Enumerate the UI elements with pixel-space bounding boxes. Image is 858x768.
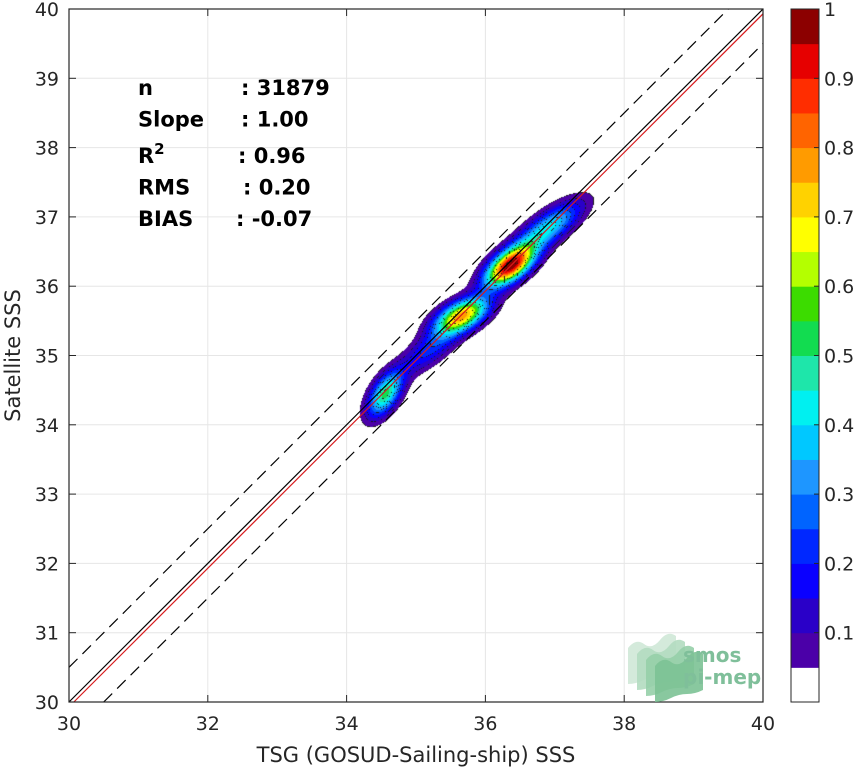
stat-value-1: : 1.00 [241, 108, 309, 132]
stat-label-1: Slope [138, 108, 204, 132]
stat-label-text-0: n [138, 76, 153, 100]
colorbar-segment-9 [791, 355, 819, 391]
colorbar-segment-7 [791, 424, 819, 460]
colorbar-segment-6 [791, 459, 819, 495]
y-tick-label-7: 37 [35, 207, 59, 229]
logo-wave-3 [655, 651, 703, 702]
y-tick-label-4: 34 [35, 415, 59, 437]
stat-label-text-4: BIAS [138, 207, 193, 231]
stat-label-0: n [138, 76, 153, 100]
y-tick-label-3: 33 [35, 484, 59, 506]
colorbar-segment-16 [791, 112, 819, 149]
stat-label-text-1: Slope [138, 108, 204, 132]
y-axis-ticks: 30 31 32 33 34 35 36 37 38 39 40 [35, 0, 763, 714]
colorbar-tick-label-7: 0.8 [824, 138, 854, 160]
stat-value-2: : 0.96 [238, 144, 306, 168]
colorbar-segment-0 [791, 667, 819, 703]
statistics-box: n : 31879 Slope : 1.00 R2 : 0.96 RMS : 0.20 BIAS… [138, 76, 330, 231]
colorbar-segment-5 [791, 494, 819, 530]
colorbar-tick-label-9: 1 [824, 0, 836, 21]
lower-bound-line [103, 43, 764, 703]
stat-label-2: R2 [138, 140, 165, 168]
stat-value-4: : -0.07 [236, 207, 312, 231]
y-tick-label-10: 40 [35, 0, 59, 21]
x-tick-label-1: 32 [196, 713, 220, 735]
y-tick-label-1: 31 [35, 623, 59, 645]
stat-label-text-3: RMS [138, 176, 190, 200]
x-tick-label-3: 36 [473, 713, 497, 735]
colorbar-segment-1 [791, 632, 819, 668]
y-tick-label-0: 30 [35, 692, 59, 714]
stat-label-text-2: R [138, 144, 154, 168]
colorbar-tick-label-8: 0.9 [824, 68, 854, 90]
y-tick-label-2: 32 [35, 553, 59, 575]
colorbar-segment-3 [791, 563, 819, 599]
logo-text-pi-mep: pi-mep [683, 665, 761, 689]
colorbar-segment-13 [791, 216, 819, 253]
colorbar-segment-11 [791, 286, 819, 322]
logo-wave-icon [628, 633, 703, 702]
colorbar-tick-label-0: 0.1 [824, 623, 854, 645]
colorbar-tick-label-6: 0.7 [824, 207, 854, 229]
stat-value-0: : 31879 [241, 76, 330, 100]
regression-line [73, 13, 764, 703]
colorbar-segment-12 [791, 251, 819, 287]
x-tick-label-0: 30 [57, 713, 81, 735]
smos-pi-mep-logo: smos pi-mep [628, 633, 761, 702]
x-axis-label: TSG (GOSUD-Sailing-ship) SSS [256, 743, 576, 767]
upper-bound-line [68, 8, 729, 668]
stat-label-superscript-2: 2 [154, 140, 164, 158]
colorbar-segment-2 [791, 598, 819, 634]
colorbar-segment-18 [791, 43, 819, 79]
x-tick-label-4: 38 [612, 713, 636, 735]
reference-lines [68, 8, 764, 703]
colorbar-segment-19 [791, 9, 819, 45]
identity-line [68, 8, 764, 703]
colorbar-tick-label-3: 0.4 [824, 415, 854, 437]
y-axis-label: Satellite SSS [1, 289, 25, 422]
colorbar-tick-label-1: 0.2 [824, 553, 854, 575]
x-axis-ticks: 30 32 34 36 38 40 [57, 9, 775, 735]
colorbar-tick-label-4: 0.5 [824, 346, 854, 368]
colorbar-tick-label-2: 0.3 [824, 484, 854, 506]
y-tick-label-8: 38 [35, 138, 59, 160]
colorbar-tick-label-5: 0.6 [824, 276, 854, 298]
colorbar-segment-10 [791, 320, 819, 356]
colorbar-segment-4 [791, 528, 819, 564]
logo-text-smos: smos [683, 643, 741, 667]
colorbar-segment-14 [791, 182, 819, 218]
stat-label-4: BIAS [138, 207, 193, 231]
x-tick-label-2: 34 [335, 713, 359, 735]
stat-label-3: RMS [138, 176, 190, 200]
y-tick-label-6: 36 [35, 276, 59, 298]
x-tick-label-5: 40 [751, 713, 775, 735]
y-tick-label-9: 39 [35, 68, 59, 90]
stat-value-3: : 0.20 [243, 176, 311, 200]
colorbar: 0.1 0.2 0.3 0.4 0.5 0.6 0.7 0.8 0.9 1 [790, 0, 854, 703]
colorbar-segment-15 [791, 147, 819, 183]
colorbar-segment-8 [791, 390, 819, 426]
y-tick-label-5: 35 [35, 346, 59, 368]
colorbar-segment-17 [791, 78, 819, 114]
